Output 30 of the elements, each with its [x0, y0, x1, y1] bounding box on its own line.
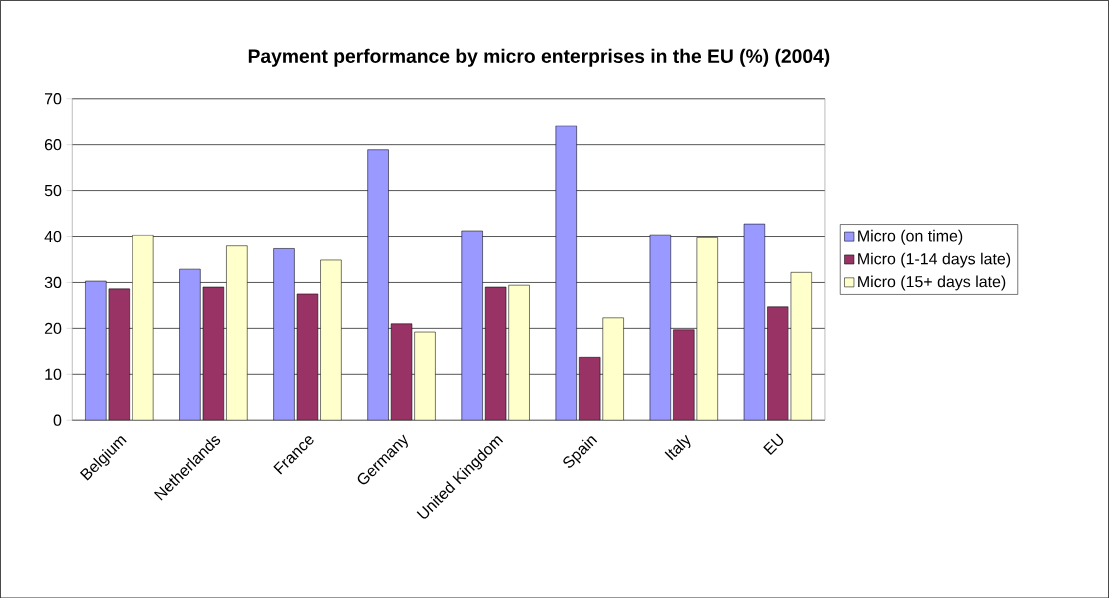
y-tick-label: 40 — [44, 230, 62, 242]
y-tick-label: 50 — [44, 184, 62, 197]
bar — [179, 268, 201, 421]
y-tick-label: 70 — [44, 92, 62, 105]
bar — [649, 234, 672, 421]
y-tick-label: 10 — [45, 368, 62, 380]
legend-label: Micro (on time) — [858, 229, 963, 245]
bar — [461, 230, 483, 421]
y-tick-label: 30 — [44, 276, 62, 288]
bar — [390, 323, 413, 421]
bar — [767, 306, 789, 421]
legend-label: Micro (1-14 days late) — [858, 252, 1011, 268]
bar — [743, 223, 766, 421]
y-tick-label: 20 — [44, 322, 62, 334]
bar — [273, 248, 295, 421]
bar — [85, 280, 107, 421]
bar — [579, 356, 601, 421]
bar — [296, 293, 319, 421]
x-tick-label: Italy — [664, 434, 691, 461]
legend-label: Micro (15+ days late) — [858, 275, 1006, 291]
bar — [367, 149, 389, 421]
bar — [673, 329, 695, 421]
y-tick-label: 60 — [44, 138, 62, 151]
bar — [202, 286, 225, 421]
x-tick-label: EU — [763, 433, 784, 455]
bar — [555, 125, 577, 421]
bar — [108, 288, 130, 421]
y-tick-label: 0 — [53, 414, 62, 426]
chart-title: Payment performance by micro enterprises in the EU (%) (2004) — [248, 48, 830, 67]
bar — [484, 286, 507, 421]
